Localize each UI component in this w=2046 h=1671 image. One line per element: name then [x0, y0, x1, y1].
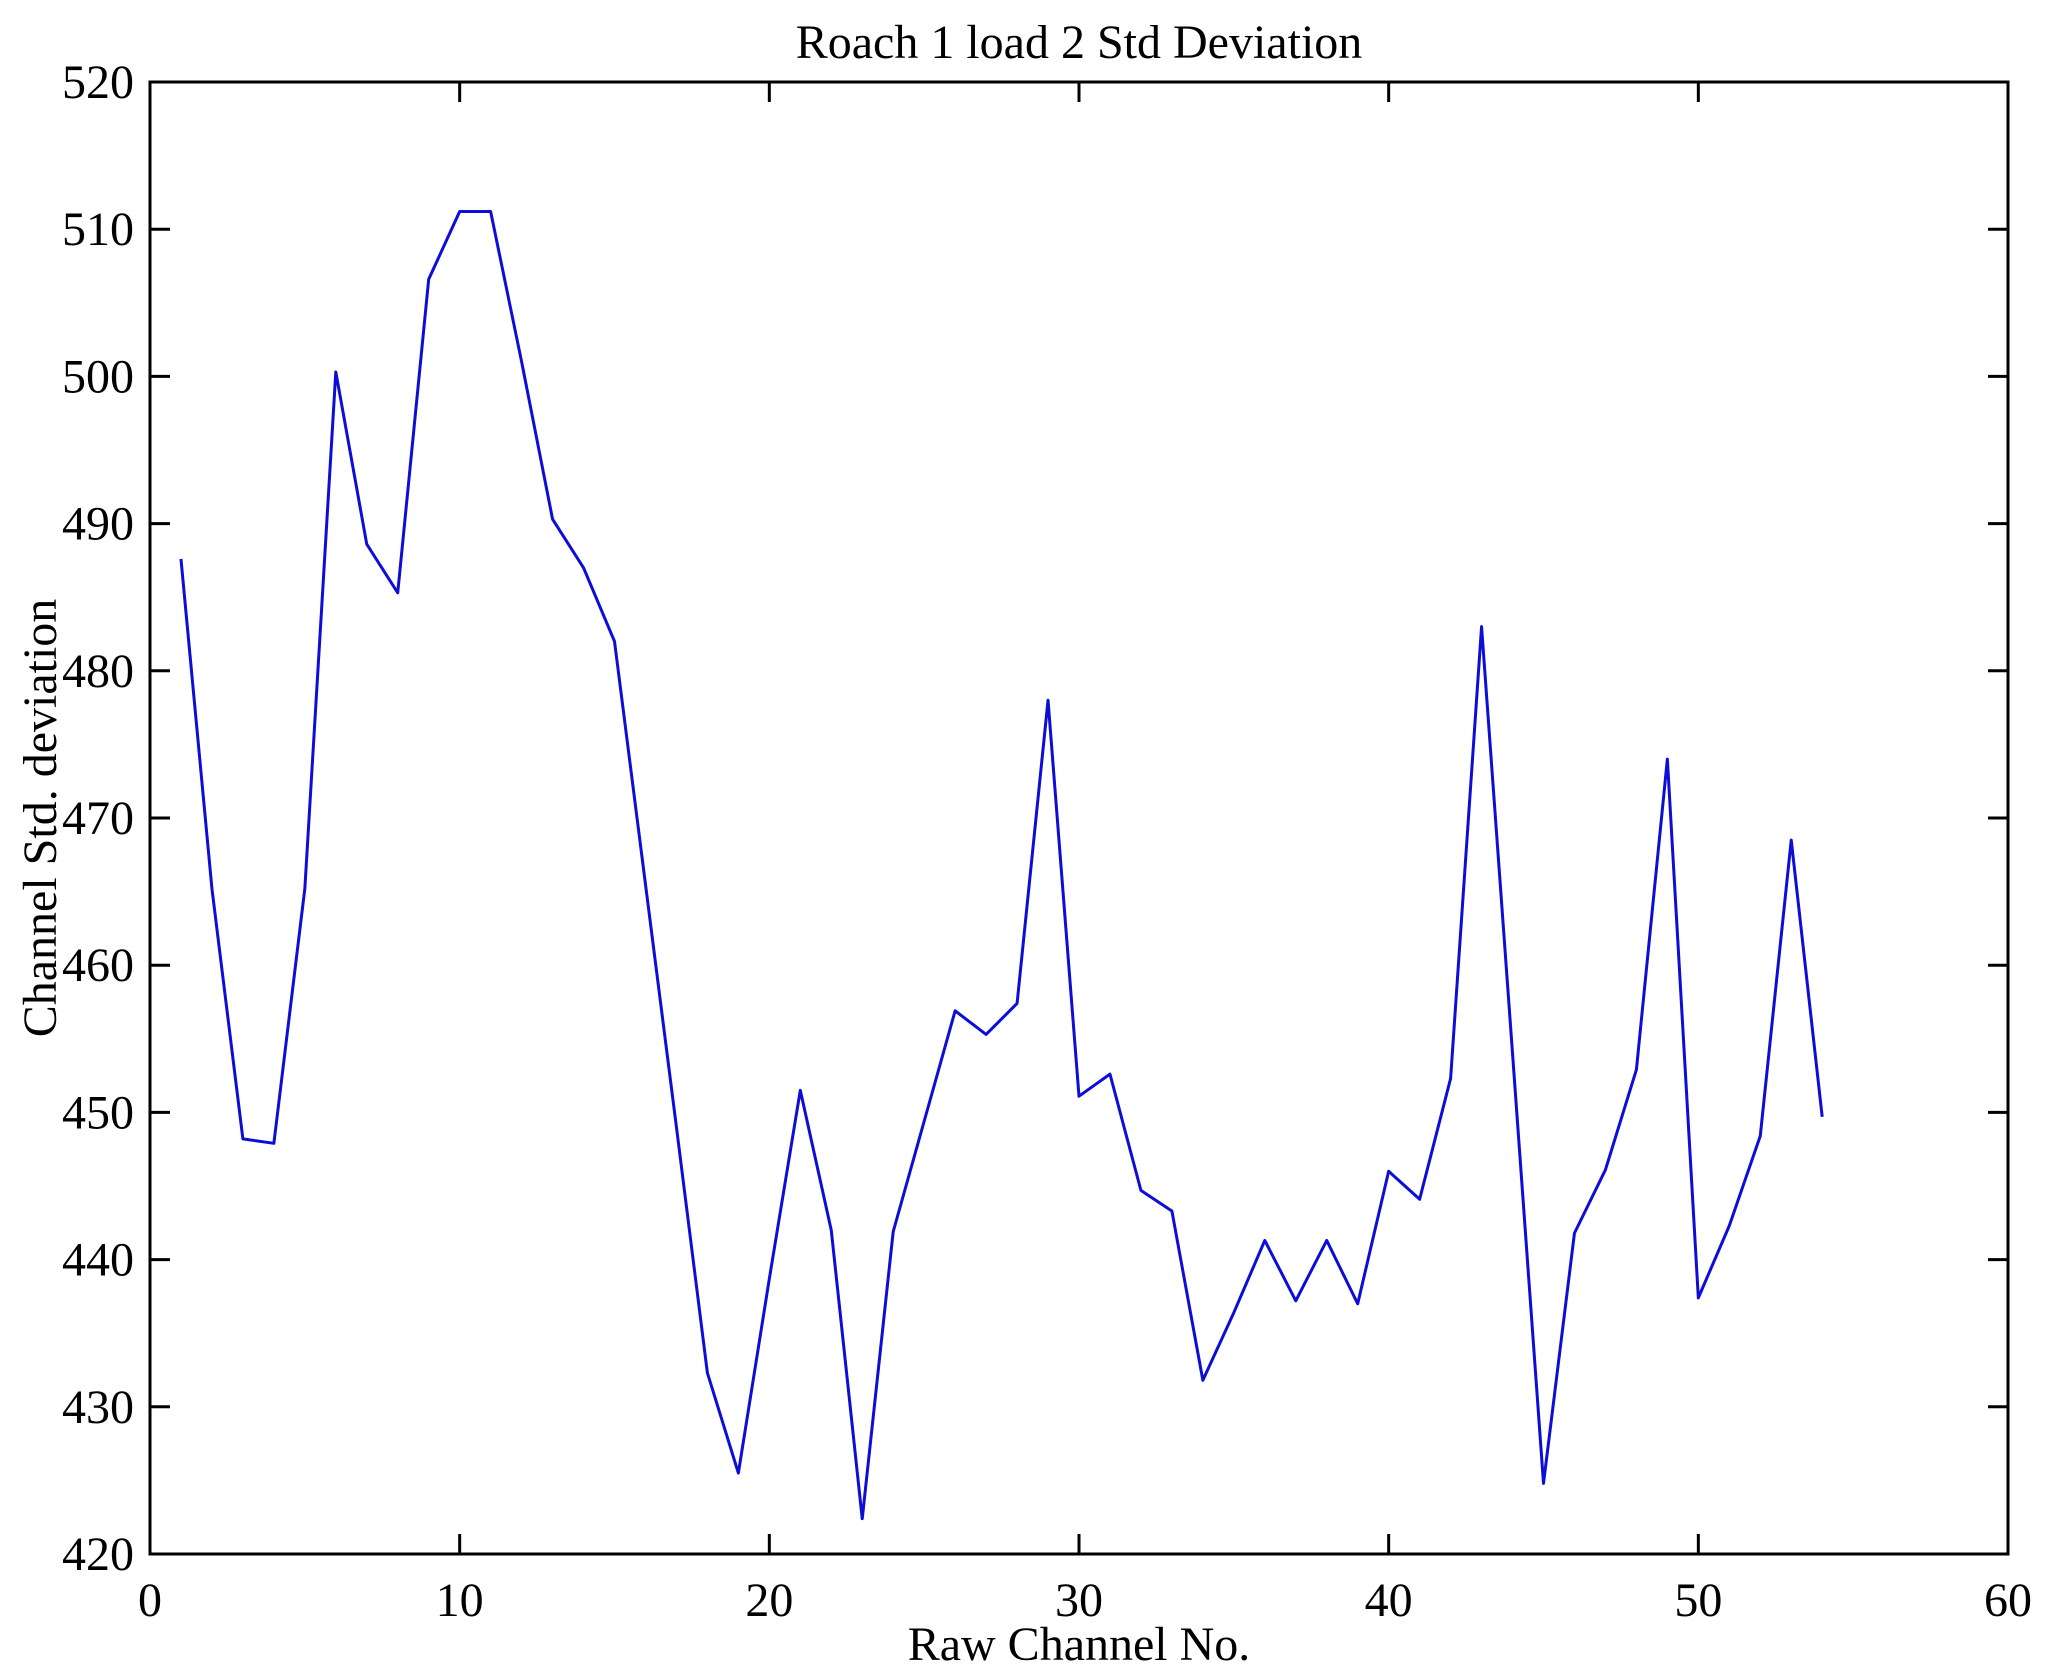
x-axis-label: Raw Channel No.	[908, 1618, 1251, 1671]
y-tick-label: 500	[62, 350, 134, 403]
y-tick-label: 480	[62, 645, 134, 698]
data-line	[179, 210, 1824, 1521]
x-tick-label: 10	[436, 1574, 484, 1627]
y-tick-label: 510	[62, 203, 134, 256]
y-tick-label: 450	[62, 1086, 134, 1139]
y-axis-label: Channel Std. deviation	[14, 599, 67, 1038]
tick-labels: 0 10 20 30 40 50 60 420 430 440 450 460 470 480 490 500…	[62, 56, 2032, 1627]
y-tick-label: 470	[62, 792, 134, 845]
y-tick-label: 490	[62, 498, 134, 551]
y-tick-label: 430	[62, 1381, 134, 1434]
x-tick-label: 50	[1674, 1574, 1722, 1627]
y-tick-label: 420	[62, 1528, 134, 1581]
y-tick-label: 440	[62, 1234, 134, 1287]
y-tick-label: 520	[62, 56, 134, 109]
axis-ticks	[148, 80, 2010, 1556]
axis-box	[148, 80, 2010, 1556]
x-tick-label: 20	[745, 1574, 793, 1627]
x-tick-label: 60	[1984, 1574, 2032, 1627]
x-tick-label: 30	[1055, 1574, 1103, 1627]
x-tick-label: 0	[138, 1574, 162, 1627]
chart-title: Roach 1 load 2 Std Deviation	[796, 16, 1363, 69]
y-tick-label: 460	[62, 939, 134, 992]
x-tick-label: 40	[1365, 1574, 1413, 1627]
